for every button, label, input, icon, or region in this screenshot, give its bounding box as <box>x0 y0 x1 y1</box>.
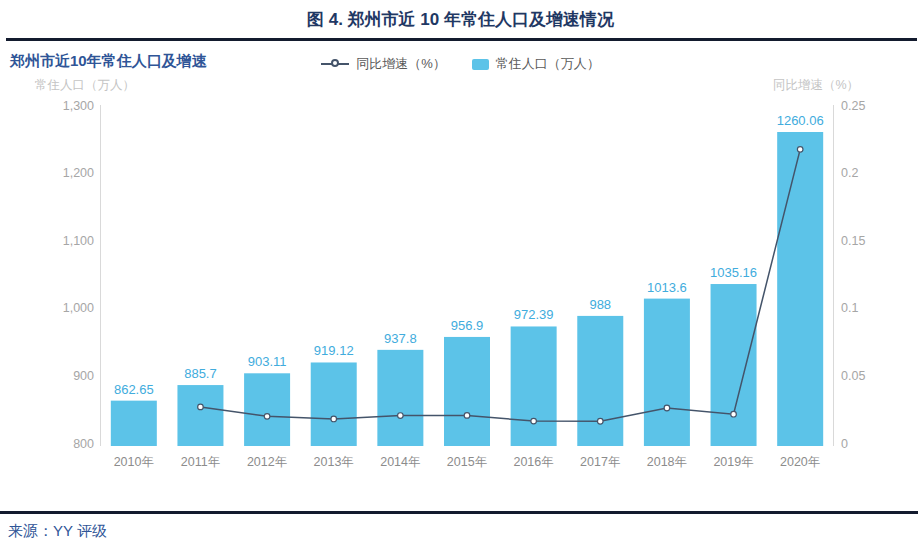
population-bar <box>111 401 157 446</box>
right-axis-tick: 0.1 <box>841 301 858 315</box>
right-axis-tick: 0.15 <box>841 234 865 248</box>
line-marker <box>464 413 470 419</box>
bar-value-label: 1260.06 <box>777 113 824 128</box>
x-axis-label: 2019年 <box>713 455 753 469</box>
x-axis-label: 2016年 <box>513 455 553 469</box>
line-marker <box>264 414 270 420</box>
left-axis-tick: 1,300 <box>63 99 94 113</box>
x-axis-label: 2011年 <box>181 455 220 469</box>
left-axis-tick: 900 <box>73 369 94 383</box>
line-marker <box>331 416 337 422</box>
right-axis-tick: 0.25 <box>841 99 865 113</box>
x-axis-label: 2013年 <box>314 455 354 469</box>
line-marker <box>731 411 737 417</box>
x-axis-label: 2020年 <box>780 455 820 469</box>
population-bar <box>177 385 223 446</box>
left-axis-tick: 1,200 <box>63 166 94 180</box>
x-axis-label: 2018年 <box>647 455 687 469</box>
right-axis-tick: 0.05 <box>841 369 865 383</box>
bar-value-label: 903.11 <box>248 354 287 369</box>
population-bar <box>577 316 623 446</box>
left-axis-tick: 800 <box>73 437 94 451</box>
left-axis-tick: 1,100 <box>63 234 94 248</box>
line-marker <box>664 405 670 411</box>
bar-value-label: 885.7 <box>184 366 217 381</box>
population-bar <box>377 350 423 446</box>
bar-value-label: 937.8 <box>384 331 417 346</box>
line-marker <box>198 404 204 410</box>
chart-plot-area: 1,300 1,200 1,100 1,000 900 800 0.25 0.2 0.15 0.1… <box>0 0 921 510</box>
population-bar <box>311 362 357 446</box>
bottom-divider <box>0 511 918 514</box>
x-axis-label: 2010年 <box>114 455 154 469</box>
population-bar <box>444 337 490 446</box>
right-axis-tick: 0.2 <box>841 166 858 180</box>
population-bar <box>244 373 290 446</box>
x-axis-label: 2017年 <box>580 455 620 469</box>
bar-value-label: 1035.16 <box>710 265 757 280</box>
population-bar <box>777 132 823 446</box>
bar-value-label: 862.65 <box>114 382 154 397</box>
bar-value-label: 1013.6 <box>647 280 687 295</box>
source-note: 来源：YY 评级 <box>8 522 107 541</box>
population-bar <box>644 299 690 446</box>
bar-value-label: 972.39 <box>514 307 554 322</box>
x-axis-label: 2014年 <box>380 455 420 469</box>
bar-value-label: 919.12 <box>314 343 354 358</box>
line-marker <box>797 147 803 153</box>
line-marker <box>531 418 537 424</box>
population-bar <box>511 326 557 446</box>
population-bar <box>711 284 757 446</box>
bar-value-label: 956.9 <box>451 318 484 333</box>
bar-value-label: 988 <box>589 297 611 312</box>
left-axis-tick: 1,000 <box>63 301 94 315</box>
growth-line <box>200 149 800 421</box>
line-marker <box>597 418 603 424</box>
line-marker <box>398 413 404 419</box>
x-axis-label: 2012年 <box>247 455 287 469</box>
x-axis-label: 2015年 <box>447 455 487 469</box>
right-axis-tick: 0 <box>841 437 848 451</box>
